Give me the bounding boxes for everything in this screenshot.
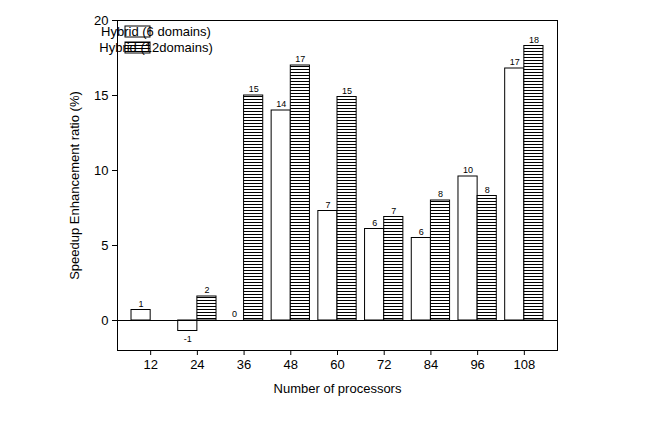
svg-text:Hybrid (6 domains): Hybrid (6 domains) [101,24,211,39]
svg-text:0: 0 [101,313,108,328]
svg-text:0: 0 [232,309,237,319]
svg-text:Number of processors: Number of processors [274,381,402,396]
svg-text:Hybrid (12domains): Hybrid (12domains) [99,40,212,55]
svg-text:10: 10 [94,163,108,178]
svg-text:15: 15 [249,84,259,94]
svg-text:15: 15 [94,88,108,103]
svg-text:6: 6 [372,218,377,228]
svg-text:2: 2 [204,285,209,295]
svg-text:36: 36 [237,357,251,372]
svg-text:48: 48 [284,357,298,372]
svg-text:14: 14 [276,99,286,109]
svg-text:-1: -1 [184,334,192,344]
svg-text:8: 8 [438,189,443,199]
svg-text:24: 24 [190,357,204,372]
svg-text:7: 7 [391,206,396,216]
svg-text:8: 8 [485,185,490,195]
svg-text:108: 108 [513,357,535,372]
svg-text:10: 10 [463,165,473,175]
svg-text:20: 20 [94,12,109,28]
svg-text:5: 5 [101,238,108,253]
svg-text:17: 17 [510,57,520,67]
svg-text:60: 60 [330,357,344,372]
svg-text:96: 96 [470,357,484,372]
svg-text:18: 18 [529,35,539,45]
svg-text:7: 7 [325,200,330,210]
svg-text:84: 84 [424,357,438,372]
svg-text:1: 1 [139,299,144,309]
svg-text:Speedup Enhancement ratio (%): Speedup Enhancement ratio (%) [67,91,82,280]
svg-text:6: 6 [419,227,424,237]
svg-text:72: 72 [377,357,391,372]
svg-text:12: 12 [143,357,157,372]
svg-text:15: 15 [342,86,352,96]
svg-text:17: 17 [295,54,305,64]
